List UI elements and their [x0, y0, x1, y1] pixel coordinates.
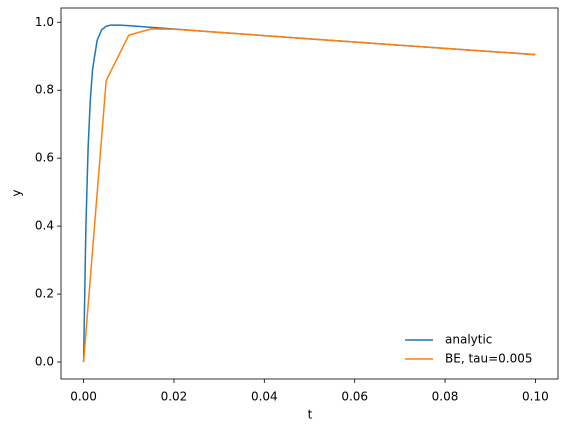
x-tick-label: 0.10 — [522, 390, 549, 404]
x-tick-label: 0.00 — [70, 390, 97, 404]
x-tick-label: 0.02 — [161, 390, 188, 404]
y-axis-label: y — [10, 189, 24, 196]
axes-frame — [60, 7, 559, 380]
x-tick-label: 0.06 — [341, 390, 368, 404]
legend-label: BE, tau=0.005 — [445, 352, 533, 366]
y-tick-label: 0.0 — [35, 355, 54, 369]
y-tick-label: 0.8 — [35, 83, 54, 97]
x-tick-label: 0.04 — [251, 390, 278, 404]
x-axis-label: t — [308, 408, 313, 422]
legend-label: analytic — [445, 333, 492, 347]
y-tick-label: 0.2 — [35, 287, 54, 301]
y-tick-label: 0.6 — [35, 151, 54, 165]
y-tick-label: 1.0 — [35, 15, 54, 29]
x-tick-label: 0.08 — [432, 390, 459, 404]
series-line — [82, 28, 536, 363]
series-line — [82, 24, 536, 363]
y-tick-label: 0.4 — [35, 219, 54, 233]
